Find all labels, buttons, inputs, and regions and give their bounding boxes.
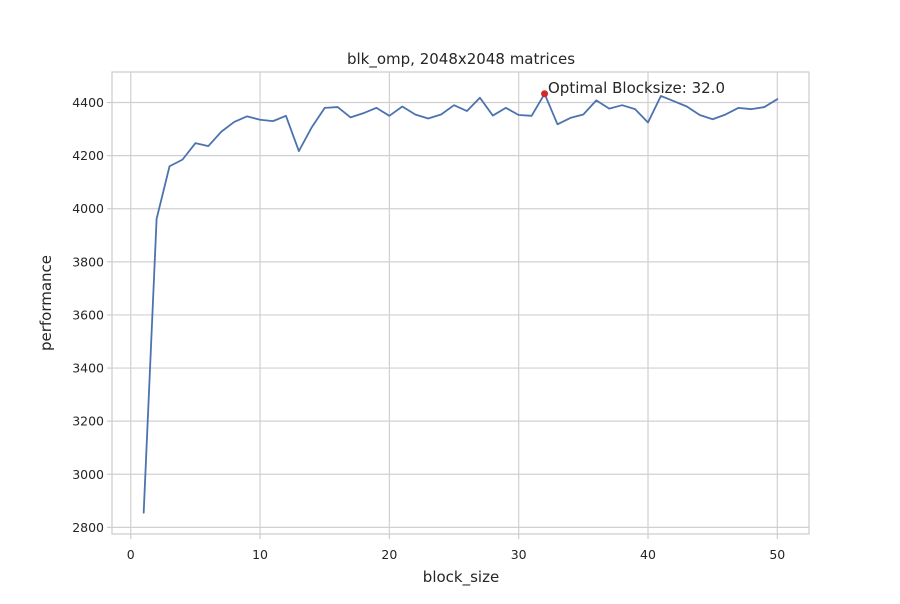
y-tick-label: 2800	[72, 520, 104, 535]
y-tick-label: 3800	[72, 254, 104, 269]
x-tick-label: 10	[252, 547, 268, 562]
x-tick-label: 20	[381, 547, 397, 562]
x-tick-label: 40	[640, 547, 656, 562]
y-tick-label: 3400	[72, 361, 104, 376]
grid-lines	[112, 72, 809, 534]
axis-ticks: 0 10 20 30 40 50 2800 3000 3200 3400 3600 3800 4000 4…	[72, 95, 785, 562]
optimal-blocksize-annotation: Optimal Blocksize: 32.0	[548, 79, 725, 97]
y-tick-label: 3600	[72, 307, 104, 322]
y-tick-label: 4200	[72, 148, 104, 163]
y-tick-label: 3000	[72, 467, 104, 482]
y-tick-label: 4000	[72, 201, 104, 216]
chart-title: blk_omp, 2048x2048 matrices	[347, 50, 575, 69]
y-tick-label: 3200	[72, 414, 104, 429]
x-tick-label: 50	[769, 547, 785, 562]
y-axis-label: performance	[37, 255, 55, 351]
x-tick-label: 30	[511, 547, 527, 562]
x-tick-label: 0	[127, 547, 135, 562]
performance-series-line	[142, 92, 779, 514]
y-tick-label: 4400	[72, 95, 104, 110]
optimal-point-marker	[541, 90, 549, 98]
x-axis-label: block_size	[423, 568, 499, 587]
series-layer	[142, 90, 779, 514]
plot-frame	[111, 71, 810, 535]
